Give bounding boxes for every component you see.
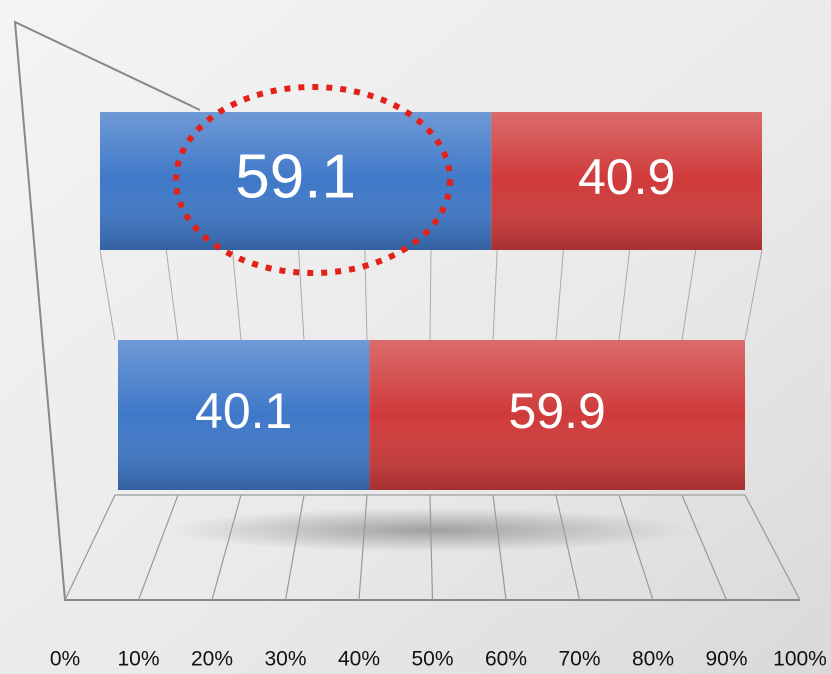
bar-shade bbox=[491, 112, 762, 250]
x-tick-label: 10% bbox=[117, 648, 159, 671]
grid-line bbox=[429, 494, 434, 601]
x-tick-label: 60% bbox=[485, 648, 527, 671]
x-tick-label: 90% bbox=[705, 648, 747, 671]
grid-line bbox=[681, 249, 697, 341]
x-tick-label: 0% bbox=[50, 648, 80, 671]
x-tick-label: 20% bbox=[191, 648, 233, 671]
data-label: 40.9 bbox=[578, 149, 675, 205]
data-label: 40.1 bbox=[195, 383, 292, 439]
data-label: 59.1 bbox=[235, 142, 356, 211]
grid-line bbox=[492, 249, 498, 341]
grid-line bbox=[165, 249, 179, 341]
x-tick-label: 30% bbox=[264, 648, 306, 671]
grid-line bbox=[429, 249, 432, 341]
data-label: 59.9 bbox=[509, 383, 606, 439]
x-tick-label: 40% bbox=[338, 648, 380, 671]
grid-line bbox=[744, 249, 763, 341]
x-tick-label: 100% bbox=[773, 648, 827, 671]
grid-line bbox=[681, 494, 728, 601]
grid-line bbox=[618, 494, 654, 601]
grid-line bbox=[618, 249, 631, 341]
grid-line bbox=[284, 494, 305, 601]
grid-line bbox=[492, 494, 507, 601]
grid-line bbox=[64, 494, 116, 601]
grid-line bbox=[744, 494, 801, 601]
grid-line bbox=[137, 494, 179, 601]
bar-shade bbox=[118, 340, 370, 490]
grid-line bbox=[555, 249, 564, 341]
grid-line bbox=[99, 249, 116, 341]
grid-line bbox=[298, 249, 305, 341]
grid-line bbox=[555, 494, 581, 601]
x-tick-label: 80% bbox=[632, 648, 674, 671]
highlight-circle bbox=[173, 84, 453, 276]
x-tick-label: 70% bbox=[558, 648, 600, 671]
grid-line bbox=[358, 494, 368, 601]
grid-line bbox=[231, 249, 242, 341]
bar-shade bbox=[100, 112, 492, 250]
bar-shade bbox=[369, 340, 745, 490]
x-tick-label: 50% bbox=[411, 648, 453, 671]
grid-line bbox=[211, 494, 242, 601]
